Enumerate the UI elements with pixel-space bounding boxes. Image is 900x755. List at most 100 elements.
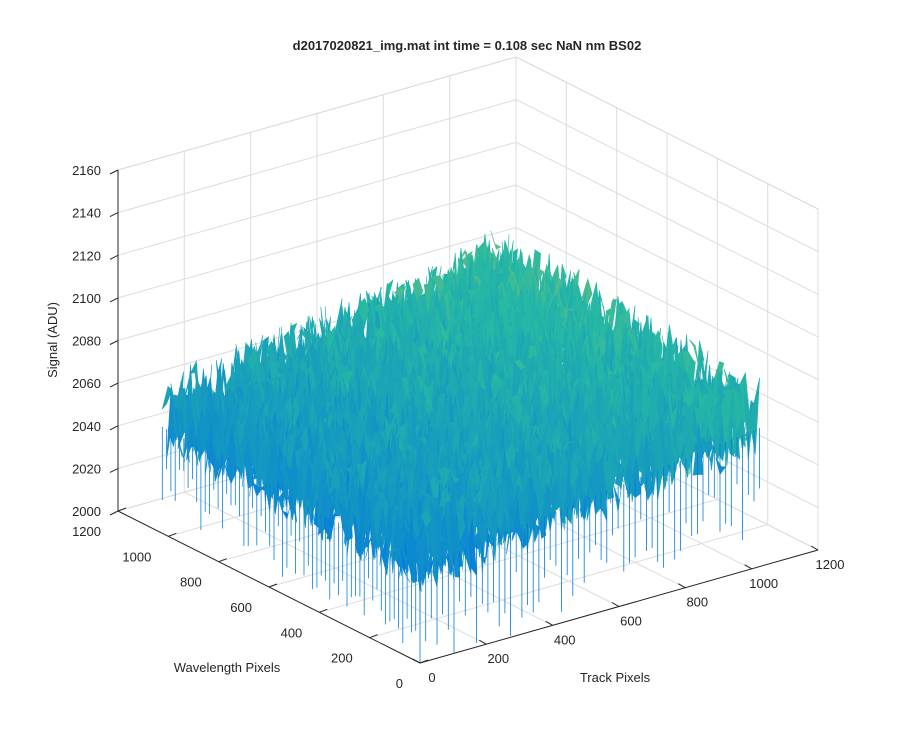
y-axis-tick [268, 583, 278, 588]
surface-patch [200, 413, 212, 473]
z-axis-tick [109, 254, 119, 260]
x-tick-label: 200 [487, 651, 509, 666]
y-tick-label: 1000 [122, 549, 151, 564]
surface-patch [329, 411, 341, 425]
surface-patch [421, 509, 432, 528]
surface-patch [342, 370, 354, 396]
surface-patch [394, 286, 405, 297]
surface-patch [286, 464, 298, 523]
surface-patch [538, 382, 550, 410]
surface-patch [415, 534, 427, 595]
surface-patch [732, 384, 743, 433]
y-axis-tick [419, 659, 429, 664]
surface-patch [455, 496, 466, 542]
y-axis-tick [319, 608, 328, 613]
z-axis-tick [109, 425, 119, 431]
surface-patch [562, 466, 574, 524]
back-wall-gridline-z [117, 141, 517, 256]
z-tick-label: 2000 [72, 504, 101, 519]
surface-patch [541, 468, 552, 491]
side-wall-gridline-z [515, 99, 819, 253]
surface-patch [247, 431, 259, 492]
surface-patch [329, 463, 341, 494]
surface-patch [316, 468, 328, 541]
surface-patch [607, 386, 618, 419]
surface-patch [213, 422, 225, 466]
surface-patch [299, 463, 310, 516]
surface-patch [272, 367, 284, 377]
surface-patch [704, 395, 715, 441]
surface-patch [308, 485, 319, 517]
surface-patch [562, 440, 573, 452]
surface-patch [513, 472, 524, 496]
surface-patch [303, 463, 315, 522]
surface-patch [669, 441, 681, 470]
surface-patch [319, 450, 330, 496]
surface-patch [483, 510, 494, 561]
y-tick-label: 600 [230, 600, 252, 615]
surface-patch [675, 427, 687, 457]
surface-patch [290, 471, 302, 506]
y-axis-tick [117, 507, 127, 512]
z-tick-label: 2140 [72, 206, 101, 221]
surface-patch [423, 274, 435, 318]
surface-patch [449, 468, 460, 483]
axis-layer [109, 169, 819, 664]
surface-patch [251, 481, 263, 497]
z-axis-tick [109, 212, 119, 218]
surface-patch [400, 377, 412, 406]
z-tick-label: 2080 [72, 334, 101, 349]
y-axis-tick [218, 558, 227, 563]
z-axis-tick [109, 340, 119, 345]
surface-patch [187, 420, 199, 466]
z-axis-tick [109, 467, 119, 473]
floor-gridline-y [369, 524, 768, 639]
surface-patch [174, 409, 186, 462]
y-axis-tick [369, 634, 378, 639]
surface-patch [477, 500, 489, 573]
surface-patch [721, 387, 732, 445]
surface-patch [196, 410, 207, 458]
x-axis-tick [611, 602, 620, 607]
surface-patch [372, 497, 384, 550]
surface-patch [624, 457, 636, 494]
z-axis-tick [109, 510, 119, 516]
z-tick-label: 2160 [72, 163, 101, 178]
y-tick-label: 200 [331, 651, 353, 666]
x-axis-label: Track Pixels [580, 670, 651, 685]
back-wall-gridline-z [117, 227, 517, 341]
x-axis-tick [545, 620, 553, 626]
surface-patch [522, 479, 534, 553]
x-tick-label: 0 [428, 670, 435, 685]
surface-patch [489, 481, 500, 561]
box-edge [515, 56, 819, 210]
surface-patch [384, 414, 395, 461]
surface-patch [667, 406, 678, 431]
box-edge [117, 56, 517, 171]
z-axis-tick [109, 169, 119, 175]
surface-patch [295, 456, 306, 510]
z-axis-tick [109, 382, 119, 388]
x-tick-label: 800 [686, 595, 708, 610]
surface-patch [288, 396, 300, 433]
z-axis-label: Signal (ADU) [45, 302, 60, 378]
surface-patch [350, 481, 362, 540]
surface-patch [385, 507, 396, 580]
back-wall-gridline-z [117, 99, 517, 214]
surface-patch [374, 327, 386, 341]
surface-patch [449, 501, 460, 578]
surface-patch [398, 546, 410, 581]
surface-patch [281, 495, 293, 521]
surface-patch [511, 498, 523, 544]
surface-patch [490, 230, 502, 250]
y-tick-label: 400 [281, 625, 303, 640]
surface-patch [322, 414, 334, 430]
y-tick-label: 800 [180, 575, 202, 590]
surface-patch [246, 424, 257, 471]
x-axis-tick [810, 545, 819, 551]
surface-patch [613, 467, 625, 512]
z-tick-label: 2040 [72, 419, 101, 434]
y-tick-label: 0 [396, 676, 403, 691]
surface-patch [749, 377, 760, 455]
surface-patch [399, 543, 411, 583]
